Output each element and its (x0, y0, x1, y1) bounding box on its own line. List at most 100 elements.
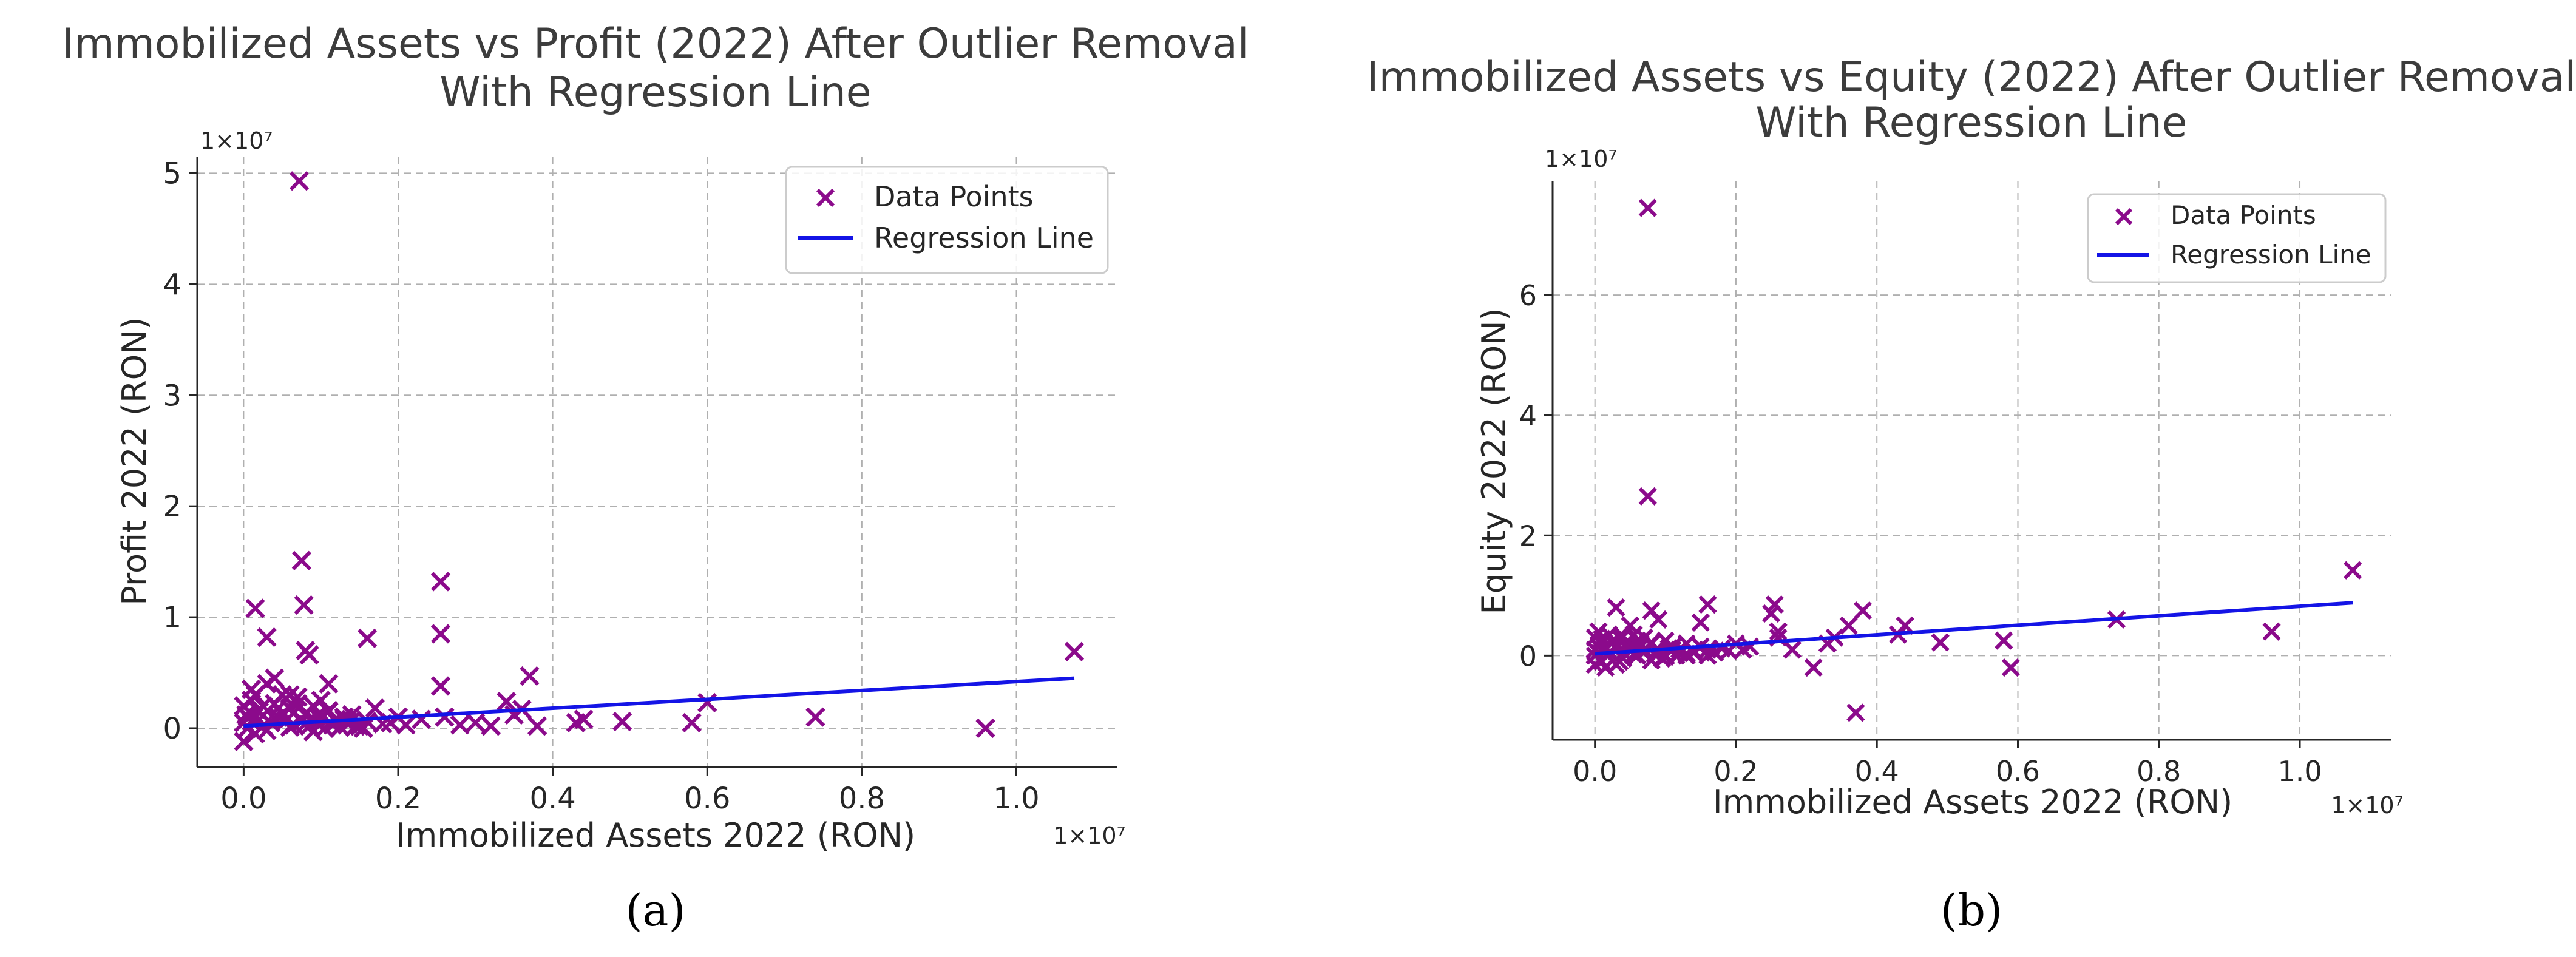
panel-a-title-line1: Immobilized Assets vs Profit (2022) Afte… (62, 20, 1249, 68)
panel-b-data-point (1649, 610, 1668, 629)
panel-a-data-point (466, 712, 486, 732)
panel-a-legend-box (785, 166, 1109, 274)
panel-a-data-point (299, 645, 319, 665)
panel-b-x-tick-label: 1.0 (2277, 755, 2322, 788)
panel-b-data-point (1691, 613, 1710, 632)
panel-b-x-label: Immobilized Assets 2022 (RON) (1713, 783, 2233, 821)
panel-a-data-point (497, 691, 517, 712)
panel-b-data-point (2262, 622, 2281, 641)
panel-a-data-point (481, 716, 501, 736)
panel-b-data-point (1607, 598, 1625, 617)
panel-a-y-multiplier: 1×10⁷ (200, 127, 273, 154)
panel-a-data-point (412, 709, 432, 729)
panel-a-data-point (805, 707, 825, 727)
panel-b-data-point (1698, 595, 1717, 614)
panel-b-x-multiplier: 1×10⁷ (2331, 792, 2404, 819)
panel-a-data-point (272, 685, 293, 705)
panel-a-legend: Data Points Regression Line (785, 166, 1109, 274)
panel-a-data-point (1064, 641, 1085, 661)
panel-b-data-point (1846, 703, 1865, 722)
panel-b-legend: Data Points Regression Line (2087, 193, 2387, 283)
panel-a-x-multiplier: 1×10⁷ (1053, 822, 1126, 849)
panel-b-x-tick-label: 0.4 (1855, 755, 1899, 788)
panel-b-title-line1: Immobilized Assets vs Equity (2022) Afte… (1367, 53, 2576, 101)
panel-b-legend-line-label: Regression Line (2171, 240, 2371, 269)
panel-a-data-point (357, 628, 378, 648)
panel-a-ticks: 0.0 0.2 0.4 0.6 0.8 1.0 0 1 2 3 4 5 (163, 157, 1039, 816)
panel-a-y-tick-label: 5 (163, 157, 181, 191)
panel-b-data-point (1603, 633, 1622, 652)
panel-a-data-point (303, 722, 324, 742)
panel-a-data-point (365, 698, 385, 719)
panel-a-data-point (353, 718, 373, 739)
panel-a-x-tick-label: 0.6 (684, 782, 730, 816)
panel-b-data-point (1761, 604, 1781, 623)
panel-a-legend-points-label: Data Points (874, 180, 1034, 213)
panel-b-legend-box (2087, 193, 2387, 283)
panel-a-data-point (430, 624, 451, 644)
panel-b-data-point (1596, 658, 1615, 677)
panel-a-data-point (245, 598, 265, 618)
panel-a-y-tick-label: 3 (163, 379, 181, 413)
panel-a-data-point (257, 627, 277, 648)
panel-b: Immobilized Assets vs Equity (2022) Afte… (1367, 53, 2576, 936)
panel-a-y-label: Profit 2022 (RON) (115, 317, 154, 605)
panel-b-regression-line (1595, 601, 2353, 656)
panel-b-y-tick-label: 0 (1519, 640, 1537, 672)
panel-a-x-tick-label: 0.8 (839, 782, 885, 816)
panel-a-data-points (234, 171, 1085, 752)
panel-a-data-point (288, 687, 308, 707)
panel-b-data-point (1656, 648, 1675, 666)
panel-a-data-point (245, 685, 265, 705)
panel-b-y-tick-label: 6 (1519, 279, 1537, 312)
panel-b-data-point (1853, 601, 1873, 620)
panel-b-data-point (2001, 658, 2020, 677)
panel-a-data-point (396, 715, 416, 735)
panel-b-data-point (1642, 633, 1661, 652)
panel-b-data-point (2344, 561, 2362, 580)
panel-a-data-point (294, 595, 314, 615)
panel-b-data-point (1769, 622, 1788, 641)
panel-a: Immobilized Assets vs Profit (2022) Afte… (62, 20, 1249, 936)
panel-a-data-point (291, 550, 311, 570)
panel-b-legend-marker (2115, 208, 2133, 226)
panel-a-y-tick-label: 0 (163, 712, 181, 746)
panel-b-data-point (1931, 633, 1950, 652)
panel-a-x-label: Immobilized Assets 2022 (RON) (396, 816, 916, 854)
panel-a-data-point (435, 707, 455, 727)
panel-a-data-point (430, 676, 451, 696)
panel-b-y-multiplier: 1×10⁷ (1545, 146, 1618, 172)
panel-a-data-point (527, 716, 547, 736)
panel-b-ticks: 0.0 0.2 0.4 0.6 0.8 1.0 0 2 4 6 (1519, 279, 2322, 788)
panel-a-x-tick-label: 1.0 (993, 782, 1039, 816)
panel-b-y-tick-label: 2 (1519, 519, 1537, 552)
panel-b-data-point (1995, 631, 2013, 650)
panel-a-title-line2: With Regression Line (439, 69, 871, 117)
panel-a-y-tick-label: 4 (163, 268, 181, 302)
panel-b-data-point (1804, 658, 1823, 677)
panel-a-legend-marker (816, 188, 835, 208)
panel-b-data-point (1638, 198, 1657, 217)
panel-a-data-point (319, 700, 339, 720)
panel-a-data-point (975, 718, 995, 739)
panel-a-y-tick-label: 2 (163, 490, 181, 524)
panel-b-x-tick-label: 0.0 (1573, 755, 1617, 788)
panel-b-x-tick-label: 0.2 (1713, 755, 1758, 788)
panel-a-data-point (289, 171, 310, 191)
panel-b-title-line2: With Regression Line (1755, 99, 2187, 147)
panel-b-data-point (1638, 487, 1657, 506)
panel-b-caption: (b) (1940, 885, 2002, 936)
panel-b-data-point (1698, 646, 1717, 665)
panel-a-data-point (566, 712, 586, 732)
panel-b-grid (1553, 181, 2391, 740)
panel-a-data-point (319, 674, 339, 694)
panel-b-x-tick-label: 0.8 (2137, 755, 2181, 788)
panel-a-x-tick-label: 0.0 (220, 782, 266, 816)
panel-a-y-tick-label: 1 (163, 601, 181, 635)
panel-a-x-tick-label: 0.4 (529, 782, 575, 816)
panel-a-data-point (612, 711, 632, 732)
panel-b-y-label: Equity 2022 (RON) (1475, 308, 1513, 614)
panel-a-legend-line-label: Regression Line (874, 221, 1094, 254)
panel-b-legend-points-label: Data Points (2171, 200, 2316, 230)
